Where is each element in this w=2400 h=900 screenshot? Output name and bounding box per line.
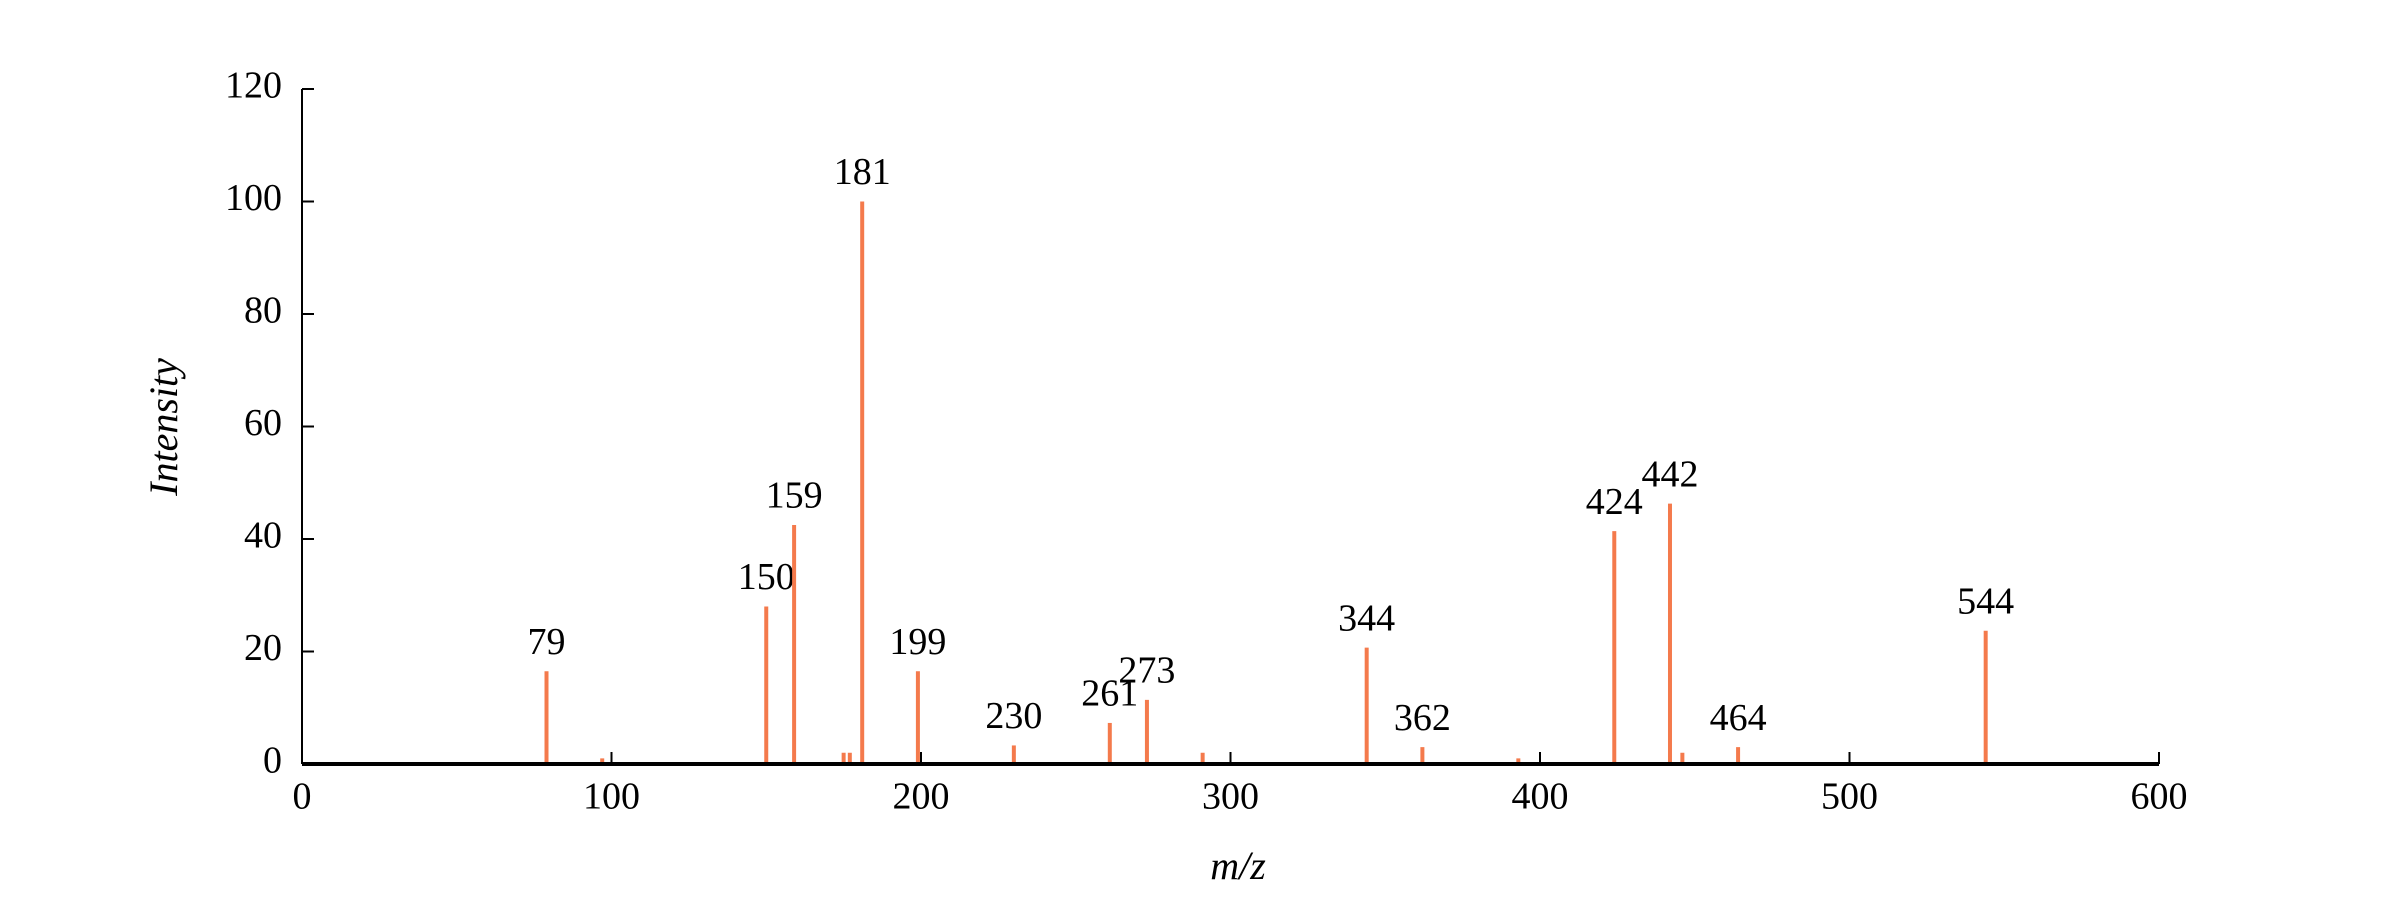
x-tick-label: 100 (583, 776, 640, 818)
y-tick-label: 40 (244, 515, 282, 557)
y-tick-label: 80 (244, 290, 282, 332)
x-tick-label: 500 (1821, 776, 1878, 818)
peak-label: 150 (738, 556, 795, 598)
y-tick-label: 120 (225, 65, 282, 107)
y-tick-label: 20 (244, 627, 282, 669)
peak-label: 159 (766, 475, 823, 517)
y-tick-label: 60 (244, 402, 282, 444)
peak-label: 261 (1081, 673, 1138, 715)
peak-label: 273 (1118, 650, 1175, 692)
x-tick-label: 300 (1202, 776, 1259, 818)
x-axis-title: m/z (1210, 843, 1266, 888)
peak-label: 230 (985, 695, 1042, 737)
peak-label: 344 (1338, 597, 1395, 639)
peak-label: 442 (1641, 453, 1698, 495)
x-tick-label: 200 (893, 776, 950, 818)
peak-label: 181 (834, 151, 891, 193)
x-tick-label: 0 (293, 776, 312, 818)
x-tick-label: 400 (1512, 776, 1569, 818)
y-tick-label: 0 (263, 740, 282, 782)
peak-label: 79 (528, 621, 566, 663)
peak-label: 424 (1586, 481, 1643, 523)
peak-label: 362 (1394, 697, 1451, 739)
peak-label: 199 (889, 621, 946, 663)
x-tick-label: 600 (2131, 776, 2188, 818)
y-tick-label: 100 (225, 177, 282, 219)
peak-label: 544 (1957, 580, 2014, 622)
peak-label: 464 (1710, 697, 1767, 739)
y-axis-title: Intensity (141, 358, 186, 497)
